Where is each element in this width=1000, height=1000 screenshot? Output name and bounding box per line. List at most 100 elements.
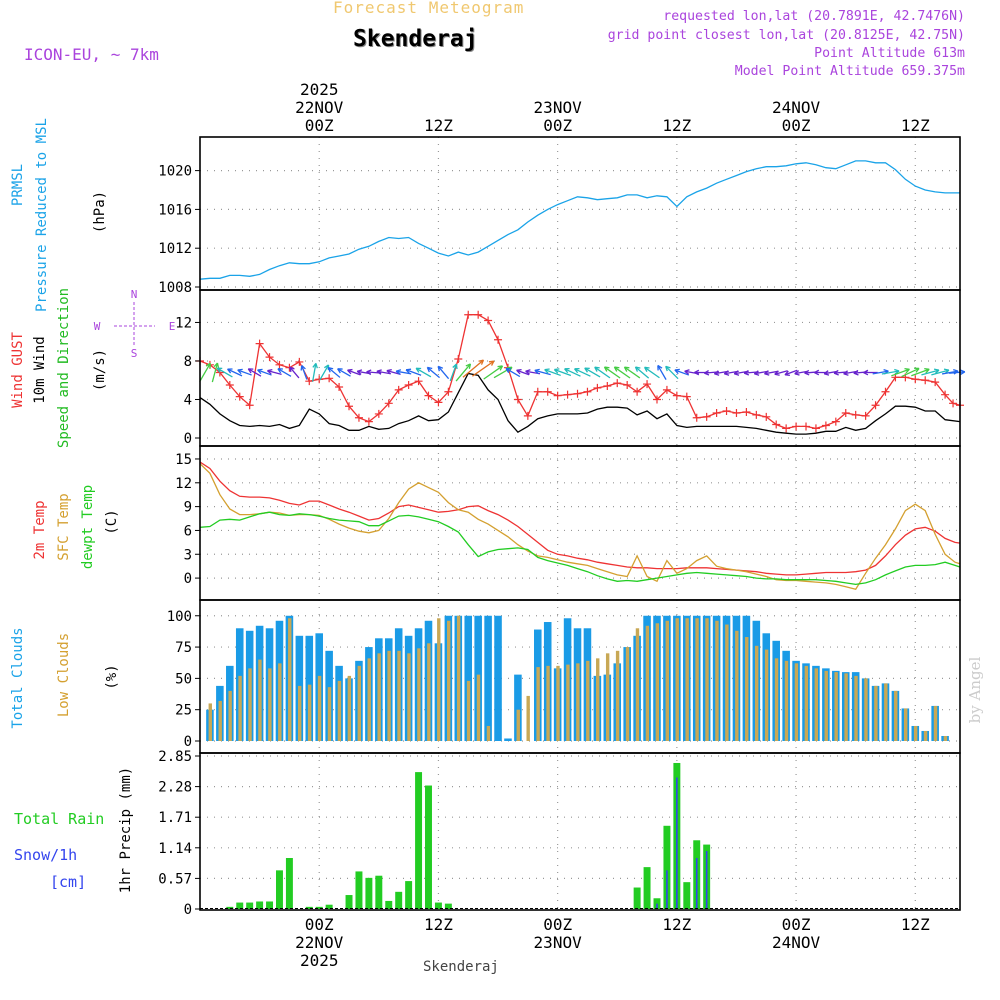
wind-arrow — [471, 360, 495, 377]
low-cloud-bar — [695, 618, 699, 741]
bottom-time-label: 12Z — [424, 915, 453, 934]
gust-marker — [404, 381, 413, 390]
wind-arrow-head — [347, 368, 353, 375]
gust-marker — [831, 417, 840, 426]
wind-arrow-head — [277, 368, 283, 374]
rain-bar — [276, 870, 283, 909]
ytick-label-prmsl: 1016 — [158, 202, 192, 218]
gust-marker — [275, 360, 284, 369]
gust-marker — [345, 402, 354, 411]
ytick-label-temperature: 3 — [184, 547, 192, 563]
bottom-time-label: 00Z — [305, 915, 334, 934]
title-faint: Forecast Meteogram — [333, 0, 525, 17]
low-cloud-bar — [437, 618, 441, 741]
low-cloud-bar — [596, 658, 600, 741]
gust-marker — [603, 382, 612, 390]
gust-marker — [225, 381, 234, 390]
rain-bar — [415, 772, 423, 909]
wind-arrow-head — [703, 369, 710, 376]
gust-marker — [513, 395, 522, 404]
rain-bar — [266, 901, 274, 909]
low-cloud-bar — [248, 668, 252, 741]
low-cloud-bar — [784, 660, 789, 741]
gust-marker — [692, 413, 701, 422]
panel-frame-precip — [199, 752, 961, 911]
low-cloud-bar — [754, 645, 759, 741]
wind-arrow — [376, 370, 391, 375]
wind-arrow-head — [833, 369, 839, 376]
wind-arrow-head — [774, 370, 780, 376]
gust-marker — [523, 411, 532, 420]
wind-arrow — [199, 362, 211, 383]
low-cloud-bar — [764, 649, 769, 741]
bottom-time-label: 23NOV — [534, 933, 583, 952]
gust-marker — [325, 374, 334, 383]
gust-marker — [474, 310, 483, 319]
wind-arrow — [674, 369, 690, 376]
rain-bar — [375, 875, 383, 909]
panel-frame-prmsl — [199, 136, 961, 291]
station-title: Skenderaj — [353, 26, 478, 52]
wind-arrow-head — [853, 369, 859, 376]
rain-bar — [246, 902, 254, 909]
wind-arrow — [901, 367, 920, 378]
low-cloud-bar — [645, 625, 650, 741]
gust-marker — [672, 391, 681, 400]
gust-marker — [563, 390, 572, 399]
low-cloud-bar — [864, 678, 868, 741]
low-cloud-bar — [884, 683, 888, 741]
wind-arrow — [337, 368, 351, 377]
low-cloud-bar — [655, 623, 660, 741]
wind-arrow-head — [914, 367, 920, 373]
rain-bar — [683, 882, 691, 909]
wind-arrow-head — [764, 370, 770, 376]
wind-arrow — [211, 362, 219, 383]
wind-arrow — [584, 367, 601, 378]
rain-bar — [226, 906, 234, 909]
low-cloud-bar — [814, 668, 818, 741]
gust-marker — [553, 391, 562, 400]
low-cloud-bar — [735, 630, 739, 741]
total-cloud-bar — [504, 738, 512, 741]
bottom-time-label: 22NOV — [295, 933, 344, 952]
requested-coords: requested lon,lat (20.7891E, 42.7476N) — [663, 9, 965, 24]
low-cloud-bar — [943, 735, 948, 741]
wind-arrow — [426, 366, 440, 379]
grid-point-coords: grid point closest lon,lat (20.8125E, 42… — [607, 28, 965, 43]
wind-arrow — [872, 370, 889, 375]
wind-arrow — [301, 365, 308, 380]
wind-arrow-head — [863, 369, 869, 376]
rain-bar — [663, 825, 671, 909]
wind-arrow — [574, 368, 591, 377]
bottom-time-label: 12Z — [901, 915, 930, 934]
wind-arrow — [931, 369, 950, 376]
wind-arrow-head — [376, 369, 382, 375]
wind-arrow-head — [603, 366, 610, 372]
gust-marker — [444, 387, 453, 396]
series-sfc-temp — [199, 463, 961, 590]
low-cloud-bar — [238, 675, 242, 741]
wind-arrow — [277, 368, 292, 377]
low-cloud-bar — [675, 618, 679, 741]
low-cloud-bar — [854, 675, 858, 741]
low-cloud-bar — [586, 660, 590, 741]
compass-n: N — [131, 288, 138, 301]
gust-marker — [533, 387, 542, 396]
wind-arrow — [764, 370, 779, 375]
low-cloud-bar — [307, 684, 312, 741]
ytick-label-precip: 1.14 — [158, 841, 192, 857]
wind-arrow-head — [544, 368, 550, 374]
snow-bar — [705, 851, 708, 909]
ytick-label-wind: 12 — [175, 315, 192, 331]
gust-marker — [265, 353, 274, 362]
rain-bar — [385, 900, 393, 909]
low-cloud-bar — [794, 663, 799, 741]
compass-s: S — [131, 347, 138, 360]
ytick-label-prmsl: 1012 — [158, 241, 192, 257]
wind-arrow-head — [804, 369, 810, 376]
wind-arrow-head — [665, 365, 671, 372]
wind-arrow-head — [784, 370, 790, 377]
snow-label: Snow/1h — [14, 846, 78, 864]
wind-arrow — [644, 366, 660, 379]
